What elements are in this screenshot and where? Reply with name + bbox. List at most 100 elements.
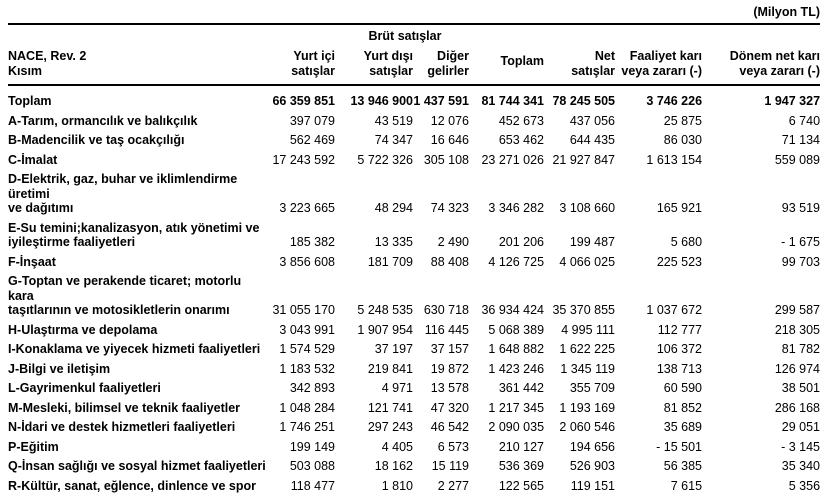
cell-net-satislar: 437 056 bbox=[569, 113, 616, 128]
cell-yurt-ici-satislar: 1 048 284 bbox=[279, 400, 335, 415]
cell-toplam: 4 126 725 bbox=[488, 254, 545, 269]
group-header-brut-satislar: Brüt satışlar bbox=[368, 29, 442, 43]
cell-yurt-ici-satislar: 1 183 532 bbox=[279, 361, 335, 376]
table-row: P-Eğitim 199 149 4 405 6 573 210 127 194… bbox=[8, 437, 820, 457]
cell-yurt-disi-satislar: 5 248 535 bbox=[357, 303, 413, 317]
cell-yurt-ici-satislar: 3 043 991 bbox=[279, 322, 335, 337]
cell-yurt-disi-satislar: 1 907 954 bbox=[357, 322, 413, 337]
row-label: C-İmalat bbox=[8, 152, 58, 167]
cell-toplam: 1 217 345 bbox=[488, 400, 545, 415]
cell-donem-net-kari: 286 168 bbox=[774, 400, 821, 415]
cell-faaliyet-kari: 112 777 bbox=[657, 322, 703, 337]
cell-faaliyet-kari: 56 385 bbox=[663, 459, 703, 473]
cell-yurt-ici-satislar: 66 359 851 bbox=[272, 94, 335, 108]
table-row: N-İdari ve destek hizmetleri faaliyetler… bbox=[8, 418, 820, 438]
cell-faaliyet-kari: 225 523 bbox=[656, 254, 703, 269]
cell-diger-gelirler: 74 323 bbox=[430, 201, 469, 215]
table-row: M-Mesleki, bilimsel ve teknik faaliyetle… bbox=[8, 398, 820, 418]
cell-yurt-disi-satislar: 74 347 bbox=[374, 133, 413, 147]
cell-diger-gelirler: 12 076 bbox=[430, 113, 469, 128]
column-header-net-satislar: Net satışlar bbox=[544, 46, 616, 86]
cell-yurt-ici-satislar: 342 893 bbox=[289, 381, 335, 395]
table-row: Toplam 66 359 851 13 946 900 1 437 591 8… bbox=[8, 85, 820, 111]
cell-yurt-ici-satislar: 31 055 170 bbox=[272, 303, 335, 317]
cell-faaliyet-kari: 81 852 bbox=[663, 400, 703, 415]
cell-donem-net-kari: 93 519 bbox=[781, 201, 821, 215]
column-header-yurt-ici-satislar: Yurt içi satışlar bbox=[266, 46, 335, 86]
cell-faaliyet-kari: 1 613 154 bbox=[646, 152, 703, 167]
table-row: R-Kültür, sanat, eğlence, dinlence ve sp… bbox=[8, 476, 820, 496]
cell-diger-gelirler: 116 445 bbox=[424, 322, 469, 337]
cell-donem-net-kari: 81 782 bbox=[781, 342, 821, 356]
cell-toplam: 201 206 bbox=[498, 235, 545, 249]
cell-yurt-disi-satislar: 18 162 bbox=[374, 459, 413, 473]
cell-toplam: 5 068 389 bbox=[488, 322, 545, 337]
cell-toplam: 3 346 282 bbox=[488, 201, 545, 215]
cell-yurt-disi-satislar: 121 741 bbox=[367, 400, 413, 415]
cell-faaliyet-kari: - 15 501 bbox=[656, 439, 703, 454]
table-row: C-İmalat 17 243 592 5 722 326 305 108 23… bbox=[8, 150, 820, 170]
cell-toplam: 653 462 bbox=[498, 133, 545, 147]
cell-faaliyet-kari: 1 037 672 bbox=[646, 303, 703, 317]
cell-yurt-disi-satislar: 13 946 900 bbox=[350, 94, 413, 108]
cell-yurt-ici-satislar: 1 746 251 bbox=[279, 420, 335, 434]
cell-diger-gelirler: 37 157 bbox=[430, 342, 469, 356]
cell-faaliyet-kari: 35 689 bbox=[663, 420, 703, 434]
row-label: E-Su temini;kanalizasyon, atık yönetimi … bbox=[8, 220, 260, 250]
cell-diger-gelirler: 19 872 bbox=[430, 361, 469, 376]
cell-toplam: 1 648 882 bbox=[488, 342, 545, 356]
table-row: Q-İnsan sağlığı ve sosyal hizmet faaliye… bbox=[8, 457, 820, 477]
cell-yurt-disi-satislar: 13 335 bbox=[374, 235, 413, 249]
table-row: I-Konaklama ve yiyecek hizmeti faaliyetl… bbox=[8, 340, 820, 360]
cell-donem-net-kari: 35 340 bbox=[781, 459, 821, 473]
cell-yurt-disi-satislar: 37 197 bbox=[374, 342, 413, 356]
table-header: Brüt satışlar NACE, Rev. 2 Kısım Yurt iç… bbox=[8, 24, 821, 86]
cell-donem-net-kari: 126 974 bbox=[774, 361, 821, 376]
cell-net-satislar: 1 345 119 bbox=[560, 361, 616, 376]
cell-toplam: 122 565 bbox=[498, 478, 545, 493]
cell-faaliyet-kari: 138 713 bbox=[656, 361, 703, 376]
cell-toplam: 1 423 246 bbox=[488, 361, 545, 376]
table-row: A-Tarım, ormancılık ve balıkçılık 397 07… bbox=[8, 111, 820, 131]
row-dimension-header: NACE, Rev. 2 Kısım bbox=[8, 46, 266, 86]
cell-toplam: 452 673 bbox=[498, 113, 545, 128]
cell-toplam: 2 090 035 bbox=[488, 420, 545, 434]
cell-toplam: 36 934 424 bbox=[481, 303, 545, 317]
table-row: L-Gayrimenkul faaliyetleri 342 893 4 971… bbox=[8, 379, 820, 399]
cell-donem-net-kari: 99 703 bbox=[781, 254, 821, 269]
cell-yurt-disi-satislar: 4 971 bbox=[381, 381, 413, 395]
column-header-faaliyet-kari: Faaliyet karı veya zararı (-) bbox=[615, 46, 703, 86]
cell-toplam: 81 744 341 bbox=[481, 94, 545, 108]
row-label: Toplam bbox=[8, 94, 52, 108]
cell-donem-net-kari: 29 051 bbox=[781, 420, 821, 434]
cell-yurt-disi-satislar: 297 243 bbox=[367, 420, 413, 434]
row-label: N-İdari ve destek hizmetleri faaliyetler… bbox=[8, 420, 236, 434]
cell-yurt-disi-satislar: 181 709 bbox=[367, 254, 413, 269]
cell-faaliyet-kari: 3 746 226 bbox=[646, 94, 703, 108]
cell-diger-gelirler: 2 277 bbox=[437, 478, 469, 493]
cell-donem-net-kari: - 3 145 bbox=[781, 439, 821, 454]
cell-diger-gelirler: 47 320 bbox=[430, 400, 469, 415]
cell-faaliyet-kari: 7 615 bbox=[670, 478, 703, 493]
cell-yurt-ici-satislar: 562 469 bbox=[289, 133, 335, 147]
column-header-diger-gelirler: Diğer gelirler bbox=[413, 46, 469, 86]
cell-net-satislar: 1 622 225 bbox=[559, 342, 616, 356]
table-row: D-Elektrik, gaz, buhar ve iklimlendirme … bbox=[8, 170, 820, 219]
table-row: G-Toptan ve perakende ticaret; motorlu k… bbox=[8, 272, 820, 321]
group-header-spacer-right bbox=[544, 24, 820, 46]
cell-yurt-disi-satislar: 4 405 bbox=[381, 439, 413, 454]
cell-net-satislar: 78 245 505 bbox=[552, 94, 616, 108]
cell-faaliyet-kari: 106 372 bbox=[656, 342, 703, 356]
cell-net-satislar: 526 903 bbox=[569, 459, 616, 473]
table-row: B-Madencilik ve taş ocakçılığı 562 469 7… bbox=[8, 131, 820, 151]
cell-diger-gelirler: 16 646 bbox=[430, 133, 469, 147]
row-label: F-İnşaat bbox=[8, 254, 56, 269]
row-label: P-Eğitim bbox=[8, 439, 59, 454]
cell-diger-gelirler: 6 573 bbox=[437, 439, 469, 454]
cell-diger-gelirler: 305 108 bbox=[423, 152, 469, 167]
cell-net-satislar: 4 995 111 bbox=[561, 322, 616, 337]
cell-donem-net-kari: 6 740 bbox=[788, 113, 821, 128]
column-header-row: NACE, Rev. 2 Kısım Yurt içi satışlar Yur… bbox=[8, 46, 821, 86]
cell-yurt-ici-satislar: 199 149 bbox=[289, 439, 335, 454]
